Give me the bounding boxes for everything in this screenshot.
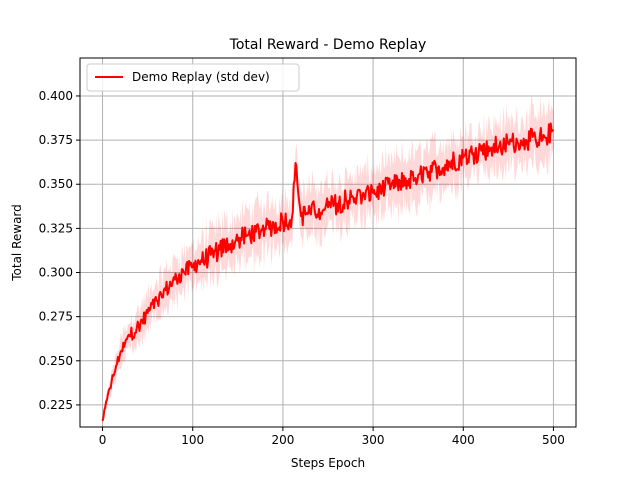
plot-frame xyxy=(79,57,577,428)
y-tick-label: 0.225 xyxy=(39,398,73,412)
x-tick-label: 0 xyxy=(99,433,107,447)
legend-label: Demo Replay (std dev) xyxy=(132,70,270,84)
chart-title: Total Reward - Demo Replay xyxy=(229,37,427,53)
grid xyxy=(80,58,576,427)
x-axis-ticks: 0 100 200 300 400 500 xyxy=(99,427,565,447)
std-band xyxy=(102,95,554,425)
y-tick-label: 0.350 xyxy=(39,177,73,191)
y-axis-ticks: 0.225 0.250 0.275 0.300 0.325 0.350 0.375 0.400 xyxy=(39,89,80,412)
y-tick-label: 0.275 xyxy=(39,310,73,324)
series-lines xyxy=(101,122,555,422)
x-tick-label: 200 xyxy=(271,433,294,447)
series-line xyxy=(101,122,555,422)
x-tick-label: 500 xyxy=(542,433,565,447)
legend: Demo Replay (std dev) xyxy=(86,63,300,92)
std-band-area xyxy=(102,95,554,425)
y-tick-label: 0.250 xyxy=(39,354,73,368)
x-axis-label: Steps Epoch xyxy=(291,456,365,470)
y-tick-label: 0.300 xyxy=(39,266,73,280)
x-tick-label: 300 xyxy=(362,433,385,447)
y-tick-label: 0.375 xyxy=(39,133,73,147)
y-axis-label: Total Reward xyxy=(10,204,24,282)
x-tick-label: 100 xyxy=(181,433,204,447)
y-tick-label: 0.325 xyxy=(39,221,73,235)
y-tick-label: 0.400 xyxy=(39,89,73,103)
legend-box xyxy=(86,63,300,92)
x-tick-label: 400 xyxy=(452,433,475,447)
